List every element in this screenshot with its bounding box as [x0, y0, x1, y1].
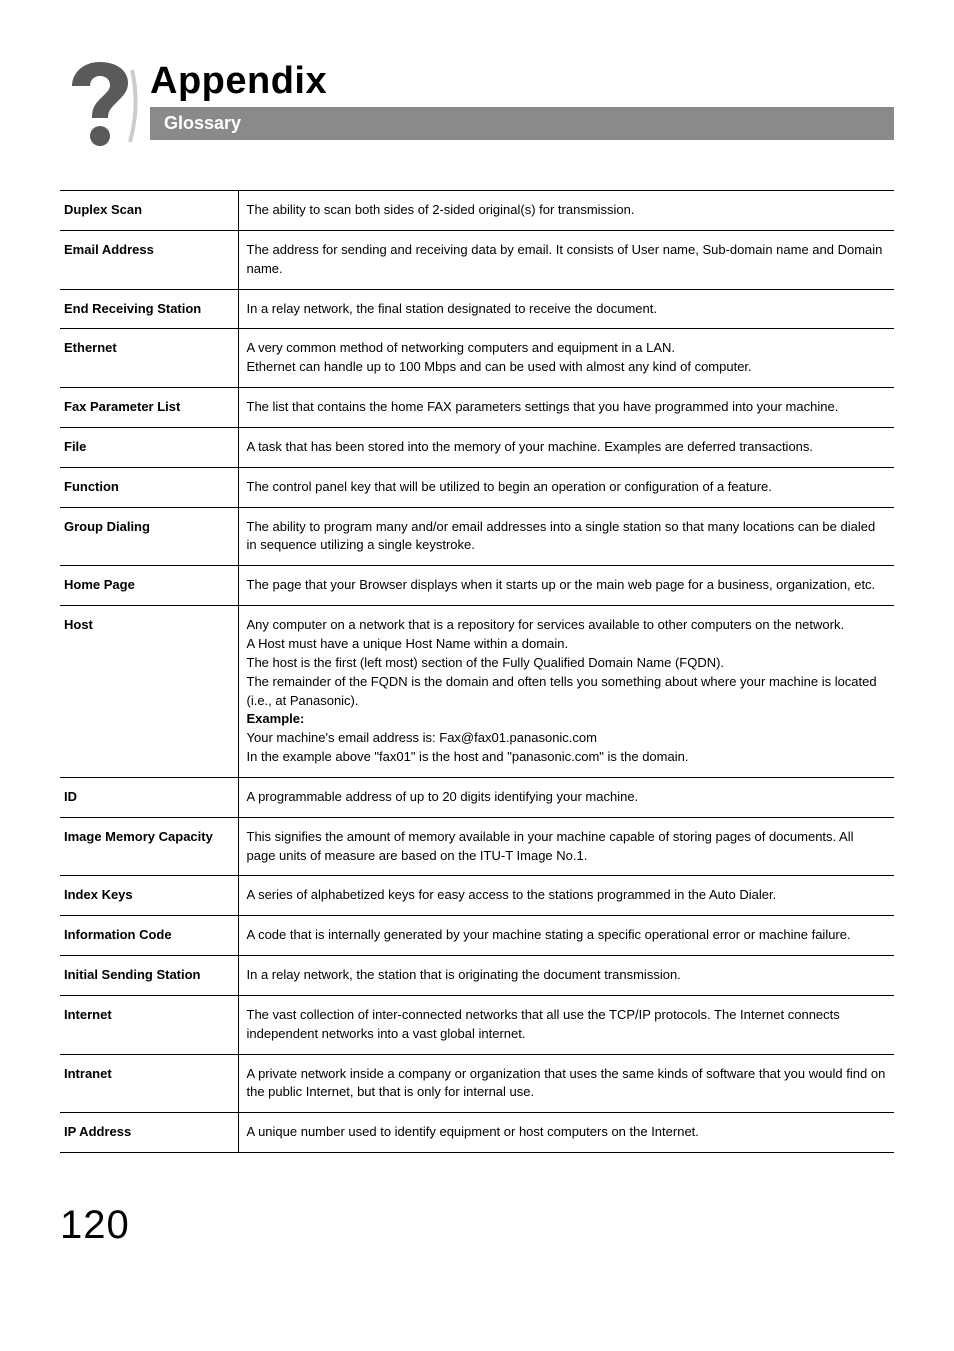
glossary-definition: A task that has been stored into the mem… [238, 427, 894, 467]
glossary-subtitle: Glossary [150, 107, 894, 140]
glossary-term: Index Keys [60, 876, 238, 916]
glossary-definition: The ability to scan both sides of 2-side… [238, 191, 894, 231]
glossary-term: ID [60, 777, 238, 817]
glossary-term: Initial Sending Station [60, 956, 238, 996]
glossary-term: Duplex Scan [60, 191, 238, 231]
glossary-definition: A private network inside a company or or… [238, 1054, 894, 1113]
glossary-row: Duplex ScanThe ability to scan both side… [60, 191, 894, 231]
glossary-row: FunctionThe control panel key that will … [60, 467, 894, 507]
glossary-term: Host [60, 606, 238, 778]
glossary-term: Ethernet [60, 329, 238, 388]
glossary-row: Fax Parameter ListThe list that contains… [60, 388, 894, 428]
glossary-row: HostAny computer on a network that is a … [60, 606, 894, 778]
glossary-definition: The page that your Browser displays when… [238, 566, 894, 606]
glossary-definition: The control panel key that will be utili… [238, 467, 894, 507]
glossary-row: IntranetA private network inside a compa… [60, 1054, 894, 1113]
glossary-term: Fax Parameter List [60, 388, 238, 428]
glossary-row: Home PageThe page that your Browser disp… [60, 566, 894, 606]
glossary-definition: This signifies the amount of memory avai… [238, 817, 894, 876]
glossary-definition: A unique number used to identify equipme… [238, 1113, 894, 1153]
glossary-term: Information Code [60, 916, 238, 956]
glossary-row: Index KeysA series of alphabetized keys … [60, 876, 894, 916]
appendix-title: Appendix [150, 60, 894, 103]
page-header: Appendix Glossary [60, 60, 894, 150]
glossary-row: IDA programmable address of up to 20 dig… [60, 777, 894, 817]
glossary-row: Email AddressThe address for sending and… [60, 230, 894, 289]
glossary-row: Initial Sending StationIn a relay networ… [60, 956, 894, 996]
glossary-term: Internet [60, 995, 238, 1054]
glossary-definition: A very common method of networking compu… [238, 329, 894, 388]
glossary-term: IP Address [60, 1113, 238, 1153]
glossary-definition: A programmable address of up to 20 digit… [238, 777, 894, 817]
glossary-row: IP AddressA unique number used to identi… [60, 1113, 894, 1153]
example-label: Example: [247, 711, 305, 726]
glossary-row: Information CodeA code that is internall… [60, 916, 894, 956]
glossary-definition: The vast collection of inter-connected n… [238, 995, 894, 1054]
glossary-term: Function [60, 467, 238, 507]
glossary-definition: The list that contains the home FAX para… [238, 388, 894, 428]
glossary-definition: A code that is internally generated by y… [238, 916, 894, 956]
glossary-row: EthernetA very common method of networki… [60, 329, 894, 388]
glossary-term: Home Page [60, 566, 238, 606]
glossary-term: End Receiving Station [60, 289, 238, 329]
glossary-definition: The address for sending and receiving da… [238, 230, 894, 289]
glossary-row: End Receiving StationIn a relay network,… [60, 289, 894, 329]
glossary-definition: In a relay network, the station that is … [238, 956, 894, 996]
glossary-row: Group DialingThe ability to program many… [60, 507, 894, 566]
glossary-definition: A series of alphabetized keys for easy a… [238, 876, 894, 916]
glossary-definition: The ability to program many and/or email… [238, 507, 894, 566]
question-mark-icon [60, 60, 140, 150]
glossary-row: InternetThe vast collection of inter-con… [60, 995, 894, 1054]
glossary-term: Intranet [60, 1054, 238, 1113]
glossary-term: Group Dialing [60, 507, 238, 566]
glossary-term: Image Memory Capacity [60, 817, 238, 876]
glossary-term: File [60, 427, 238, 467]
page-number: 120 [60, 1203, 894, 1248]
glossary-row: FileA task that has been stored into the… [60, 427, 894, 467]
glossary-row: Image Memory CapacityThis signifies the … [60, 817, 894, 876]
glossary-definition: Any computer on a network that is a repo… [238, 606, 894, 778]
glossary-table: Duplex ScanThe ability to scan both side… [60, 190, 894, 1153]
header-text-block: Appendix Glossary [150, 60, 894, 140]
glossary-term: Email Address [60, 230, 238, 289]
glossary-definition: In a relay network, the final station de… [238, 289, 894, 329]
